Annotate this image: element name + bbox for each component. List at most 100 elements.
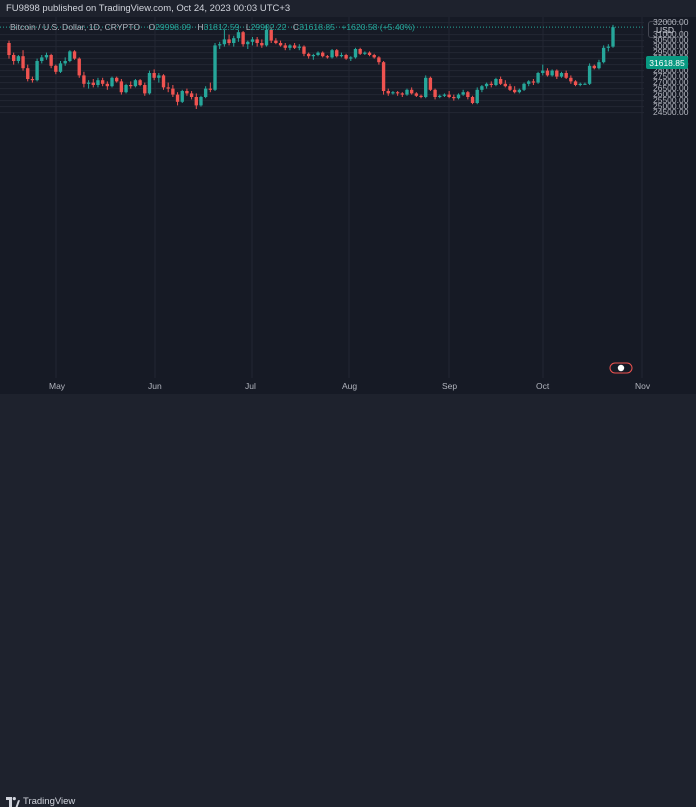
candle-body xyxy=(302,46,306,54)
candle-body xyxy=(194,97,198,106)
candle-body xyxy=(161,75,166,88)
candle xyxy=(419,94,423,99)
candle xyxy=(456,93,461,100)
candle-body xyxy=(442,94,447,96)
candle-body xyxy=(44,55,49,58)
candle xyxy=(54,64,58,75)
candle xyxy=(264,25,269,47)
candle xyxy=(428,76,433,91)
candle-body xyxy=(452,97,456,99)
candle-body xyxy=(573,81,578,85)
candle xyxy=(601,45,606,64)
candle-body xyxy=(541,70,545,73)
candle-body xyxy=(480,86,484,90)
time-tick-label: Nov xyxy=(635,381,651,391)
candle xyxy=(91,79,95,88)
candle xyxy=(11,52,16,65)
candle xyxy=(161,74,166,90)
published-info: FU9898 published on TradingView.com, Oct… xyxy=(6,3,291,14)
candle-body xyxy=(260,43,264,46)
candle-body xyxy=(68,51,72,61)
candle-body xyxy=(311,55,316,57)
candle-body xyxy=(405,89,409,95)
price-tick-label: 25500.00 xyxy=(653,94,689,105)
symbol-legend: Bitcoin / U.S. Dollar, 1D, CRYPTO O29998… xyxy=(10,22,415,32)
candlestick-chart[interactable] xyxy=(0,17,644,378)
candle xyxy=(466,91,470,100)
price-tick-label: 32000.00 xyxy=(653,16,689,27)
candle-body xyxy=(306,53,311,57)
candle-body xyxy=(297,46,301,48)
candle xyxy=(306,52,311,59)
candle xyxy=(494,77,498,87)
candle-body xyxy=(377,57,381,63)
candle-body xyxy=(564,73,568,78)
time-tick-label: Aug xyxy=(342,381,358,391)
candle-body xyxy=(386,91,390,94)
candle-body xyxy=(517,89,522,93)
candle xyxy=(611,24,615,48)
time-tick-label: Jul xyxy=(245,381,256,391)
candle-body xyxy=(166,87,170,89)
candle xyxy=(321,51,325,58)
candle-body xyxy=(353,49,358,58)
candle-body xyxy=(157,75,161,78)
candle-body xyxy=(175,94,180,102)
candle xyxy=(489,81,493,88)
candle-body xyxy=(241,32,245,45)
candle xyxy=(44,52,49,60)
candle-body xyxy=(16,56,21,61)
candle-body xyxy=(30,79,35,81)
close-value: 31618.85 xyxy=(299,22,335,32)
candle-body xyxy=(508,86,512,90)
price-scale[interactable] xyxy=(644,17,696,378)
candle xyxy=(527,80,531,87)
candle xyxy=(391,91,395,95)
candle xyxy=(222,29,227,47)
candle xyxy=(531,79,536,85)
candle xyxy=(442,93,447,97)
candle xyxy=(166,82,170,93)
candle-body xyxy=(72,51,77,59)
tradingview-logo-icon xyxy=(6,797,20,807)
candle-body xyxy=(325,56,330,58)
candle xyxy=(189,91,194,100)
candle xyxy=(86,80,91,89)
candle-body xyxy=(86,82,91,84)
candle-body xyxy=(208,88,213,90)
candle-body xyxy=(578,83,582,85)
time-tick-label: Sep xyxy=(442,381,458,391)
candle-body xyxy=(35,61,39,81)
candle xyxy=(218,41,222,49)
candle xyxy=(592,64,596,70)
candle xyxy=(503,80,507,88)
candle xyxy=(274,38,278,45)
price-tick-label: 27500.00 xyxy=(653,70,689,81)
price-tick-label: 29500.00 xyxy=(653,46,689,57)
candle-body xyxy=(147,73,152,94)
candle-body xyxy=(232,38,236,43)
candle-body xyxy=(143,85,147,94)
candle xyxy=(438,94,442,99)
candle-body xyxy=(484,83,489,87)
candle-body xyxy=(363,52,367,54)
publish-bar: FU9898 published on TradingView.com, Oct… xyxy=(0,0,696,17)
time-tick-label: May xyxy=(49,381,66,391)
candle xyxy=(545,68,550,77)
candle-body xyxy=(222,39,227,45)
candle-body xyxy=(522,83,526,90)
candle xyxy=(578,82,582,87)
currency-button[interactable]: USD xyxy=(648,21,682,38)
candle-body xyxy=(129,85,133,87)
candle-body xyxy=(583,83,587,85)
open-label: O xyxy=(148,22,156,32)
candle-body xyxy=(63,61,67,64)
candle-body xyxy=(152,73,156,78)
candle-body xyxy=(456,94,461,99)
candle-body xyxy=(264,29,269,46)
high-value: 31812.59 xyxy=(203,22,240,32)
scroll-to-realtime-icon[interactable] xyxy=(609,362,633,374)
candle-body xyxy=(545,70,550,76)
time-axis[interactable] xyxy=(0,378,696,394)
candle xyxy=(597,59,601,70)
